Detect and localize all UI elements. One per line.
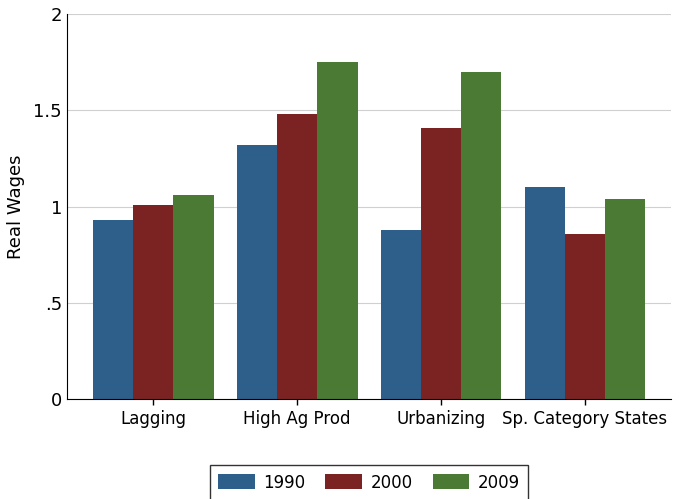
Bar xyxy=(133,205,173,399)
Bar xyxy=(381,230,421,399)
Bar xyxy=(317,62,358,399)
Bar xyxy=(173,195,214,399)
Bar xyxy=(461,72,501,399)
Bar xyxy=(421,128,461,399)
Bar xyxy=(525,187,565,399)
Y-axis label: Real Wages: Real Wages xyxy=(7,154,25,259)
Bar xyxy=(277,114,317,399)
Bar xyxy=(236,145,277,399)
Bar xyxy=(92,220,133,399)
Bar xyxy=(605,199,645,399)
Legend: 1990, 2000, 2009: 1990, 2000, 2009 xyxy=(210,466,528,499)
Bar xyxy=(565,234,605,399)
